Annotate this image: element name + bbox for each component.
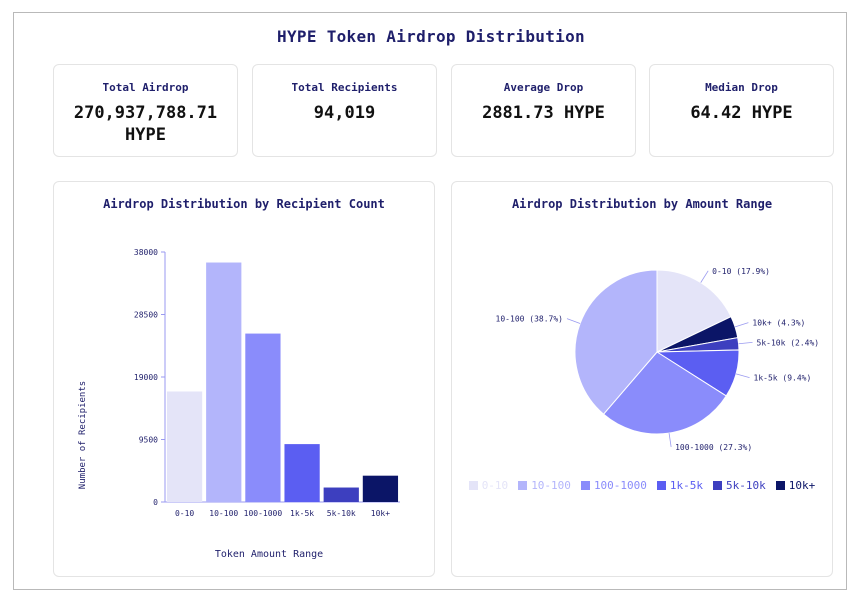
legend-item-10k+[interactable]: 10k+ [775, 479, 816, 492]
y-tick-label: 28500 [134, 311, 158, 320]
x-tick-label: 10-100 [209, 509, 238, 518]
legend-item-100-1000[interactable]: 100-1000 [580, 479, 647, 492]
bar-0-10 [166, 391, 203, 502]
pie-legend: 0-10 10-100 100-1000 1k-5k 5k-10k 10k+ [452, 479, 832, 492]
x-tick-label: 100-1000 [244, 509, 283, 518]
pie-slice-label: 1k-5k (9.4%) [754, 374, 812, 383]
y-axis-label: Number of Recipients [78, 381, 88, 489]
bar-chart-panel: Airdrop Distribution by Recipient Count … [53, 181, 435, 577]
stat-card-average-drop: Average Drop 2881.73 HYPE [451, 64, 636, 157]
dashboard-frame: HYPE Token Airdrop Distribution Total Ai… [13, 12, 847, 590]
legend-swatch [775, 481, 785, 490]
x-tick-label: 10k+ [371, 509, 390, 518]
stat-card-median-drop: Median Drop 64.42 HYPE [649, 64, 834, 157]
legend-swatch [656, 481, 666, 490]
legend-item-5k-10k[interactable]: 5k-10k [713, 479, 766, 492]
y-tick-label: 38000 [134, 248, 158, 257]
legend-label: 10-100 [531, 479, 571, 492]
pie-slice-10-100 [574, 269, 658, 415]
x-tick-label: 1k-5k [290, 509, 314, 518]
legend-swatch [468, 481, 478, 490]
legend-label: 5k-10k [726, 479, 766, 492]
stat-label: Total Recipients [291, 81, 398, 94]
pie-chart: 0-10 (17.9%) 10k+ (4.3%) 5k-10k (2.4%) 1k-5… [496, 267, 820, 452]
pie-slice-label: 10k+ (4.3%) [752, 319, 805, 328]
bar-10k+ [362, 475, 399, 502]
legend-item-0-10[interactable]: 0-10 [468, 479, 509, 492]
stat-label: Total Airdrop [102, 81, 189, 94]
pie-slice-label: 5k-10k (2.4%) [757, 338, 820, 347]
legend-label: 0-10 [481, 479, 509, 492]
stat-value: 94,019 [313, 103, 376, 123]
stat-label: Median Drop [705, 81, 778, 94]
bar-100-1000 [245, 333, 281, 502]
pie-slice-0-10 [656, 269, 732, 353]
pie-leader-line [735, 373, 750, 379]
x-tick-label: 5k-10k [327, 509, 356, 518]
y-tick-label: 19000 [134, 373, 158, 382]
stat-value: 2881.73 HYPE [482, 103, 605, 123]
legend-label: 100-1000 [593, 479, 647, 492]
pie-leader-line [738, 341, 753, 345]
legend-item-1k-5k[interactable]: 1k-5k [656, 479, 704, 492]
legend-label: 10k+ [788, 479, 816, 492]
bar-1k-5k [284, 444, 320, 502]
bar-chart-title: Airdrop Distribution by Recipient Count [103, 197, 385, 211]
bar-chart: Number of Recipients Token Amount Range … [78, 248, 400, 560]
pie-slice-label: 100-1000 (27.3%) [675, 443, 752, 452]
legend-swatch [518, 481, 528, 490]
pie-leader-line [700, 270, 709, 283]
stat-card-total-airdrop: Total Airdrop 270,937,788.71 HYPE [53, 64, 238, 157]
y-tick-label: 0 [153, 498, 158, 507]
pie-leader-line [734, 322, 749, 328]
pie-slice-100-1000 [602, 351, 727, 435]
page-title: HYPE Token Airdrop Distribution [277, 27, 585, 46]
legend-label: 1k-5k [669, 479, 704, 492]
pie-slice-label: 10-100 (38.7%) [496, 315, 563, 324]
stat-value: 64.42 HYPE [690, 103, 793, 123]
stat-label: Average Drop [503, 81, 584, 94]
legend-swatch [580, 481, 590, 490]
pie-chart-title: Airdrop Distribution by Amount Range [511, 197, 773, 211]
y-tick-label: 9500 [139, 436, 158, 445]
pie-chart-panel: Airdrop Distribution by Amount Range 0-1… [451, 181, 833, 577]
x-tick-label: 0-10 [175, 509, 194, 518]
pie-leader-line [668, 433, 672, 448]
pie-leader-line [566, 318, 581, 324]
stat-value: 270,937,788.71 HYPE [73, 103, 218, 145]
legend-swatch [713, 481, 723, 490]
pie-slice-label: 0-10 (17.9%) [712, 267, 770, 276]
stat-card-total-recipients: Total Recipients 94,019 [252, 64, 437, 157]
bar-10-100 [206, 262, 242, 502]
bar-5k-10k [323, 487, 359, 502]
legend-item-10-100[interactable]: 10-100 [518, 479, 571, 492]
x-axis-label: Token Amount Range [215, 549, 323, 560]
